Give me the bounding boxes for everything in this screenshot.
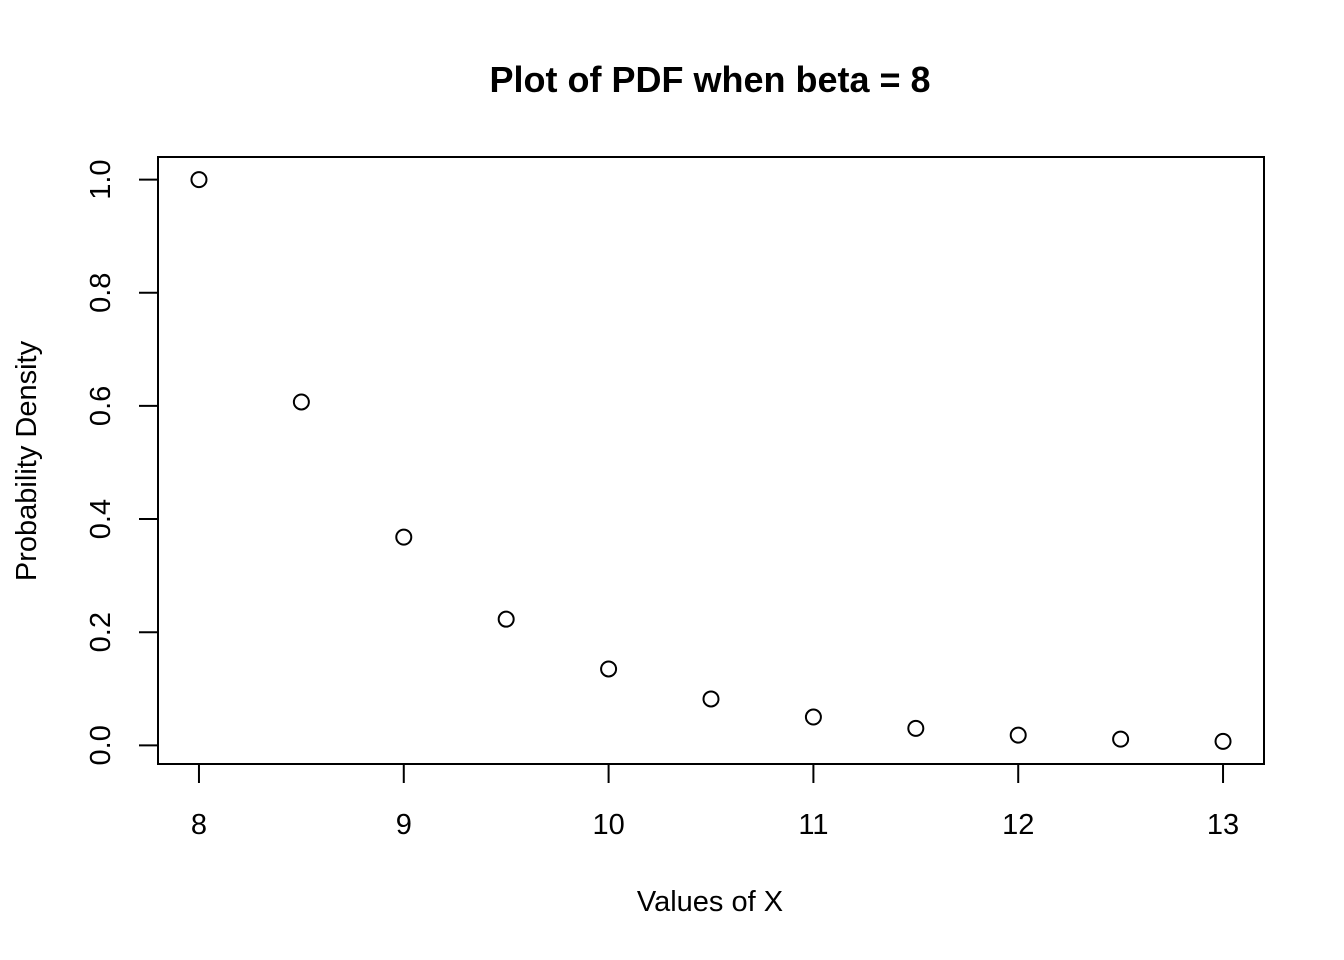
data-point xyxy=(395,528,413,546)
data-point xyxy=(292,393,310,411)
y-tick-label: 0.8 xyxy=(85,273,117,313)
x-tick-label: 8 xyxy=(191,809,207,841)
y-axis-label: Probability Density xyxy=(11,340,43,581)
x-tick-label: 9 xyxy=(396,809,412,841)
x-axis: 8 9 10 11 12 13 xyxy=(191,763,1239,841)
data-point xyxy=(804,708,822,726)
x-tick-label: 12 xyxy=(1002,809,1034,841)
y-tick-label: 0.6 xyxy=(85,386,117,426)
y-tick-label: 0.4 xyxy=(85,499,117,539)
data-point xyxy=(907,719,925,737)
data-point xyxy=(702,690,720,708)
data-point xyxy=(1214,732,1232,750)
y-tick-label: 0.0 xyxy=(85,725,117,765)
chart-title: Plot of PDF when beta = 8 xyxy=(489,59,930,100)
x-tick-label: 10 xyxy=(592,809,624,841)
y-tick-label: 0.2 xyxy=(85,612,117,652)
data-point xyxy=(1112,730,1130,748)
y-axis: 0.0 0.2 0.4 0.6 0.8 1.0 xyxy=(85,159,159,765)
plot-frame xyxy=(157,156,1265,765)
data-points xyxy=(190,171,1232,750)
data-point xyxy=(497,610,515,628)
y-tick-label: 1.0 xyxy=(85,159,117,199)
data-point xyxy=(190,171,208,189)
x-tick-label: 11 xyxy=(798,809,828,841)
data-point xyxy=(600,660,618,678)
x-tick-label: 13 xyxy=(1207,809,1239,841)
data-point xyxy=(1009,726,1027,744)
x-axis-label: Values of X xyxy=(637,886,783,918)
